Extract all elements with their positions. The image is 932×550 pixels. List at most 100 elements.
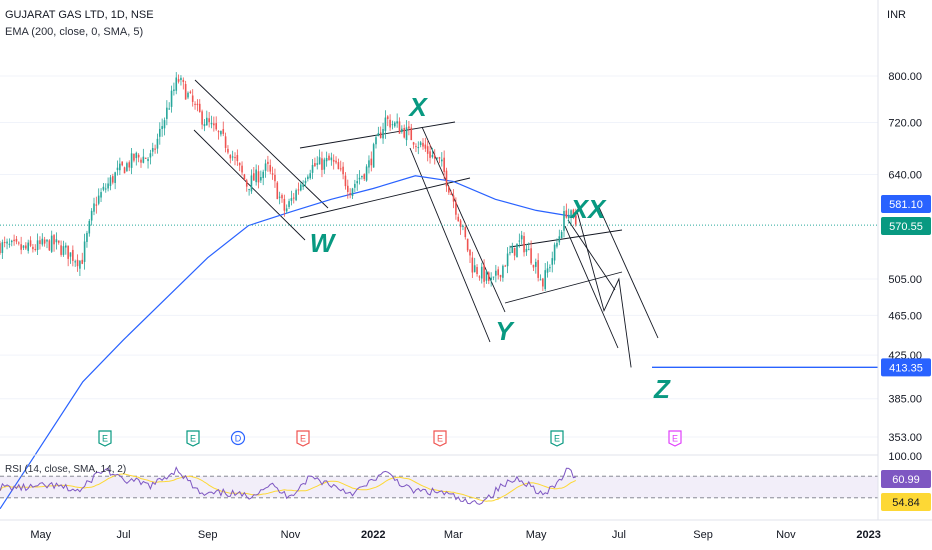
candle-body [104, 188, 107, 190]
candle-body [433, 155, 436, 159]
candle-body [466, 238, 469, 251]
candle-body [535, 261, 537, 267]
candle-body [76, 259, 79, 267]
candle-body [525, 248, 528, 252]
event-label: E [102, 434, 108, 444]
candle-body [267, 161, 269, 164]
candle-body [236, 155, 239, 162]
earnings-icon [98, 430, 112, 447]
candle-body [546, 268, 549, 273]
time-tick-label: Sep [198, 529, 218, 541]
candle-body [304, 180, 307, 184]
candle-body [253, 173, 255, 181]
candle-body [558, 236, 561, 243]
candle-body [344, 175, 347, 187]
candle-body [412, 142, 415, 145]
target-price-tag: 413.35 [889, 362, 923, 374]
candle-body [370, 158, 373, 166]
candles [0, 72, 577, 291]
candle-body [126, 163, 128, 171]
candle-body [537, 260, 539, 278]
candle-body [281, 195, 283, 199]
candle-body [90, 210, 93, 221]
candle-body [450, 193, 452, 196]
candle-body [161, 126, 163, 129]
candle-body [290, 198, 293, 201]
candle-body [144, 157, 147, 159]
candle-body [316, 163, 319, 165]
candle-body [196, 103, 199, 106]
candle-body [302, 183, 304, 187]
candle-body [121, 161, 123, 166]
candle-body [358, 177, 361, 180]
candle-body [135, 152, 138, 159]
candle-body [382, 129, 384, 139]
rsi-tick-label: 100.00 [888, 451, 922, 463]
candle-body [189, 91, 192, 93]
candle-body [36, 240, 39, 250]
candle-body [22, 245, 25, 248]
candle-body [389, 119, 391, 128]
ema-price-tag-bg [881, 195, 931, 213]
candle-body [50, 235, 53, 252]
candle-body [156, 138, 159, 149]
candle-body [497, 269, 499, 276]
candle-body [527, 249, 530, 251]
event-label: E [672, 434, 678, 444]
candle-body [177, 79, 180, 82]
candle-body [513, 247, 516, 256]
candle-body [88, 220, 91, 234]
candle-body [119, 163, 121, 171]
candle-body [495, 270, 497, 276]
candle-body [551, 258, 554, 265]
earnings-icon [433, 430, 447, 447]
dividend-icon [230, 430, 246, 446]
candle-body [488, 272, 490, 281]
candle-body [361, 175, 363, 178]
candle-body [297, 189, 300, 191]
candle-body [255, 169, 257, 183]
chart-grid [0, 75, 878, 438]
ema-line [0, 175, 577, 510]
candle-body [133, 153, 135, 161]
price-tick-label: 800.00 [888, 71, 922, 83]
rsi-value-tag: 60.99 [892, 474, 920, 486]
candle-body [384, 117, 387, 131]
candle-body [441, 159, 443, 162]
candle-body [41, 238, 44, 245]
candle-body [1, 242, 4, 253]
candle-body [415, 146, 417, 148]
candle-body [53, 235, 55, 245]
candle-body [245, 180, 248, 187]
candle-body [13, 239, 15, 242]
candle-body [445, 170, 448, 187]
candle-body [210, 122, 213, 125]
candle-body [401, 128, 403, 132]
event-label: D [235, 434, 242, 444]
event-marker: E [296, 430, 310, 447]
candle-body [452, 195, 455, 202]
time-tick-label: Mar [444, 529, 463, 541]
candle-body [403, 127, 405, 138]
candle-body [523, 236, 525, 253]
candle-body [182, 79, 185, 83]
candle-body [424, 144, 427, 149]
candle-body [269, 165, 272, 172]
event-label: E [554, 434, 560, 444]
candle-body [391, 124, 394, 126]
candle-body [262, 171, 264, 179]
price-tick-label: 505.00 [888, 274, 922, 286]
candle-body [123, 167, 126, 174]
candle-body [323, 159, 326, 170]
candle-body [560, 231, 563, 239]
candle-body [356, 181, 358, 184]
rsi-line [0, 466, 576, 505]
candle-body [34, 249, 37, 251]
time-tick-label: Nov [776, 529, 796, 541]
candle-body [257, 171, 260, 183]
candle-body [173, 89, 175, 91]
candle-body [151, 148, 154, 152]
price-tick-label: 720.00 [888, 117, 922, 129]
